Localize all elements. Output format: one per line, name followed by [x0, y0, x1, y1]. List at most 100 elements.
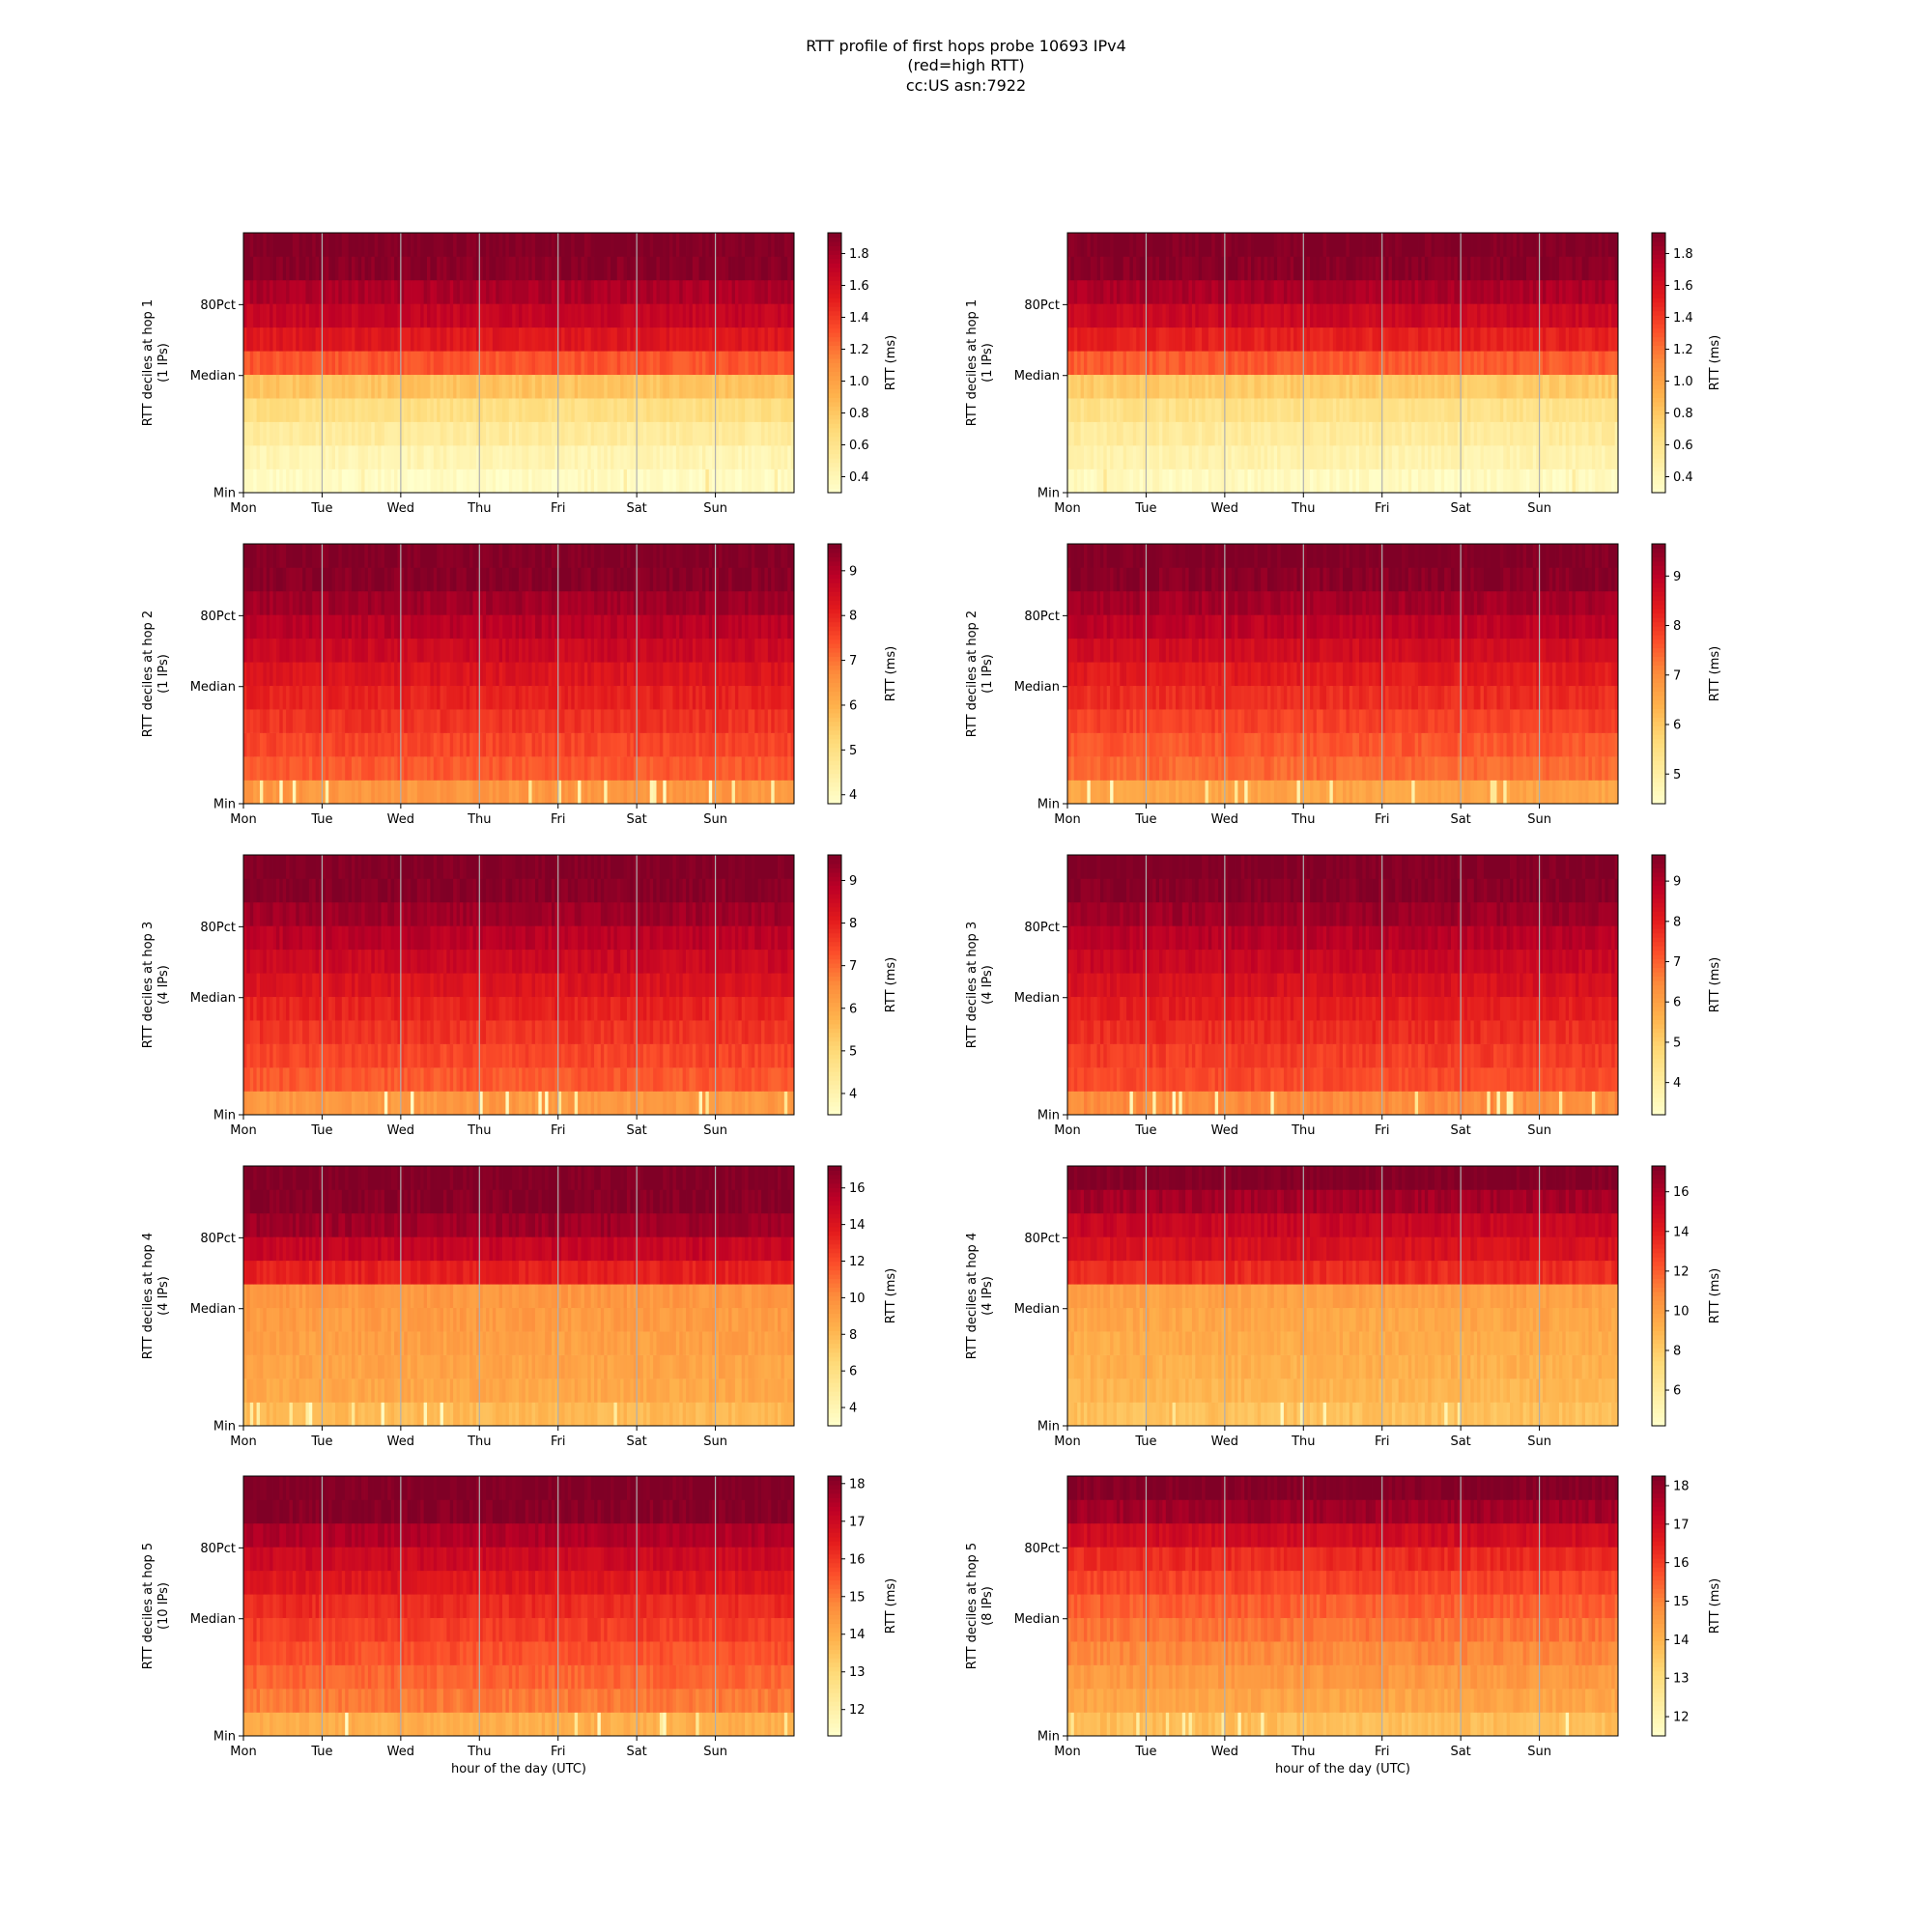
heatmap-cell	[257, 398, 261, 422]
heatmap-cell	[460, 781, 464, 805]
heatmap-cell	[604, 733, 608, 757]
heatmap-cell	[778, 469, 781, 494]
heatmap-cell	[293, 733, 297, 757]
heatmap-cell	[1070, 303, 1074, 327]
heatmap-cell	[417, 662, 421, 686]
heatmap-cell	[1067, 327, 1071, 352]
colorbar-segment	[828, 306, 841, 311]
heatmap-cell	[591, 733, 595, 757]
heatmap-cell	[1585, 398, 1589, 422]
heatmap-cell	[581, 422, 584, 446]
heatmap-cell	[771, 445, 775, 469]
heatmap-cell	[542, 280, 546, 304]
heatmap-cell	[699, 733, 703, 757]
heatmap-cell	[1307, 422, 1311, 446]
heatmap-cell	[1559, 327, 1563, 352]
heatmap-cell	[326, 280, 329, 304]
heatmap-cell	[732, 375, 736, 399]
heatmap-cell	[758, 327, 762, 352]
heatmap-cell	[571, 303, 575, 327]
heatmap-cell	[1569, 469, 1573, 494]
heatmap-cell	[764, 398, 768, 422]
heatmap-cell	[1241, 422, 1245, 446]
heatmap-cell	[411, 756, 414, 781]
heatmap-cell	[532, 303, 536, 327]
heatmap-cell	[1546, 327, 1549, 352]
heatmap-cell	[273, 327, 277, 352]
heatmap-cell	[368, 398, 372, 422]
heatmap-cell	[1326, 327, 1330, 352]
heatmap-cell	[355, 327, 358, 352]
heatmap-cell	[1352, 280, 1356, 304]
heatmap-cell	[1270, 327, 1274, 352]
heatmap-cell	[1162, 445, 1166, 469]
heatmap-cell	[519, 686, 523, 710]
heatmap-cell	[463, 375, 467, 399]
heatmap-cell	[587, 662, 591, 686]
heatmap-cell	[1556, 375, 1560, 399]
heatmap-cell	[453, 256, 457, 280]
heatmap-cell	[1566, 469, 1570, 494]
heatmap-cell	[672, 233, 676, 257]
heatmap-cell	[617, 398, 621, 422]
heatmap-cell	[679, 327, 683, 352]
heatmap-cell	[1126, 280, 1130, 304]
heatmap-cell	[1081, 233, 1085, 257]
heatmap-cell	[446, 733, 450, 757]
heatmap-cell	[338, 351, 342, 375]
colorbar-segment	[828, 263, 841, 268]
heatmap-cell	[705, 256, 709, 280]
heatmap-cell	[1507, 303, 1511, 327]
heatmap-cell	[1496, 375, 1500, 399]
heatmap-cell	[1333, 233, 1337, 257]
heatmap-cell	[643, 327, 647, 352]
heatmap-cell	[446, 686, 450, 710]
heatmap-cell	[1237, 233, 1241, 257]
heatmap-cell	[1329, 351, 1333, 375]
heatmap-cell	[1369, 351, 1373, 375]
heatmap-cell	[686, 327, 690, 352]
heatmap-cell	[509, 756, 513, 781]
heatmap-cell	[286, 375, 290, 399]
heatmap-cell	[267, 256, 270, 280]
heatmap-cell	[624, 422, 628, 446]
heatmap-cell	[424, 639, 428, 663]
heatmap-cell	[702, 351, 706, 375]
heatmap-cell	[1094, 351, 1097, 375]
heatmap-cell	[725, 351, 729, 375]
heatmap-cell	[1185, 375, 1189, 399]
heatmap-cell	[1529, 375, 1533, 399]
heatmap-cell	[270, 233, 273, 257]
heatmap-cell	[505, 375, 509, 399]
heatmap-cell	[1500, 422, 1504, 446]
heatmap-cell	[349, 327, 353, 352]
heatmap-cell	[365, 303, 369, 327]
heatmap-cell	[761, 469, 765, 494]
heatmap-cell	[601, 256, 605, 280]
heatmap-cell	[771, 280, 775, 304]
heatmap-cell	[660, 469, 664, 494]
heatmap-cell	[693, 733, 696, 757]
heatmap-cell	[1199, 398, 1203, 422]
heatmap-cell	[749, 327, 753, 352]
heatmap-cell	[1208, 303, 1212, 327]
heatmap-cell	[1244, 280, 1248, 304]
heatmap-cell	[257, 256, 261, 280]
heatmap-cell	[1199, 351, 1203, 375]
heatmap-cell	[489, 445, 493, 469]
heatmap-cell	[1573, 351, 1577, 375]
heatmap-cell	[257, 469, 261, 494]
heatmap-cell	[246, 662, 250, 686]
heatmap-cell	[732, 733, 736, 757]
heatmap-cell	[440, 351, 444, 375]
heatmap-cell	[653, 686, 657, 710]
heatmap-cell	[1500, 233, 1504, 257]
heatmap-cell	[293, 639, 297, 663]
heatmap-cell	[413, 445, 417, 469]
heatmap-cell	[1228, 256, 1232, 280]
heatmap-cell	[273, 639, 277, 663]
heatmap-cell	[352, 327, 355, 352]
heatmap-cell	[440, 375, 444, 399]
heatmap-cell	[1523, 351, 1527, 375]
heatmap-cell	[532, 256, 536, 280]
